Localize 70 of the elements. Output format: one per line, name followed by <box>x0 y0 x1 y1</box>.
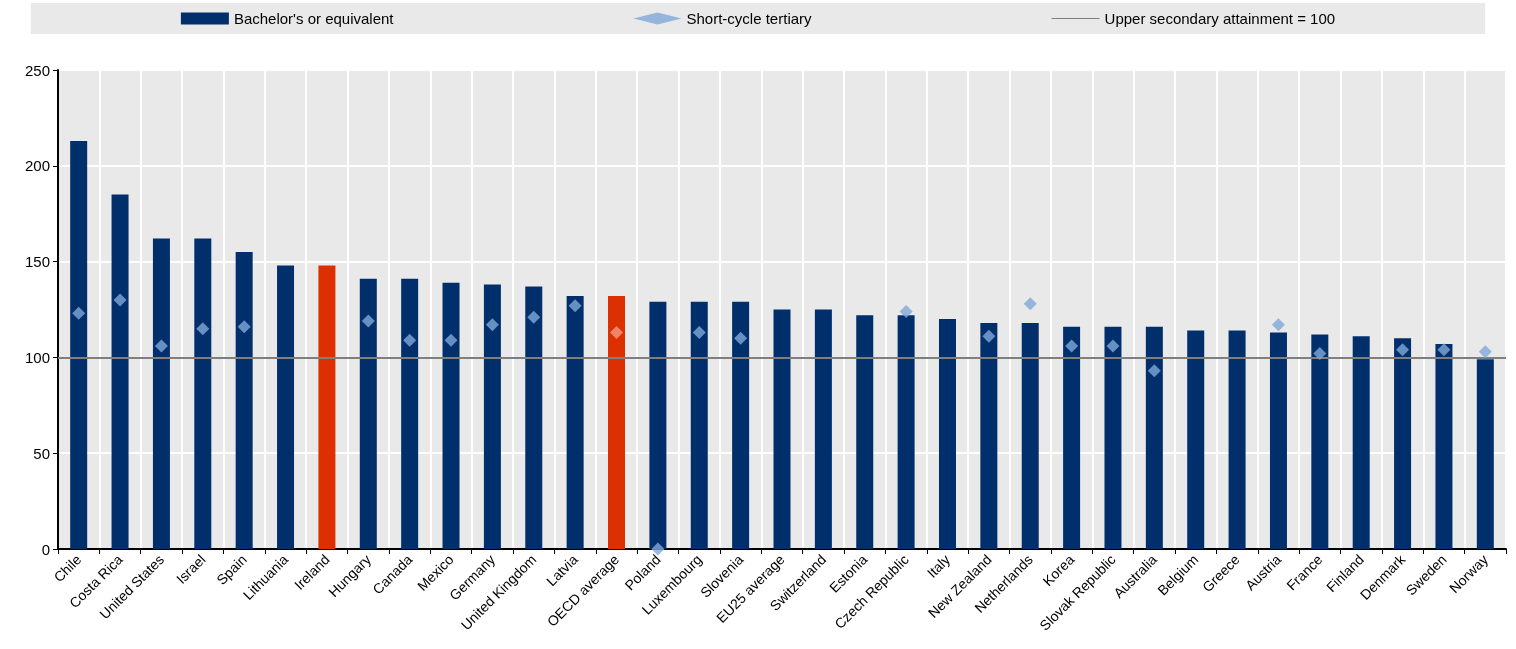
point <box>154 339 168 353</box>
legend-label: Short-cycle tertiary <box>686 10 813 27</box>
bar <box>1269 332 1287 549</box>
bar <box>980 322 998 549</box>
point <box>1313 347 1327 361</box>
bar <box>1394 338 1412 549</box>
bar <box>318 265 336 549</box>
point <box>196 322 210 336</box>
y-tick-label: 50 <box>33 444 50 462</box>
bar <box>649 301 667 549</box>
point <box>485 318 499 332</box>
point <box>1065 339 1079 353</box>
bar <box>277 265 295 549</box>
bar <box>856 315 874 549</box>
point <box>72 306 86 320</box>
bar <box>608 296 626 549</box>
bar <box>1187 330 1205 549</box>
bar <box>1063 326 1081 549</box>
bar <box>814 309 832 549</box>
bar <box>1104 326 1122 549</box>
point <box>1437 343 1451 357</box>
bar <box>70 140 88 549</box>
x-tick-label: Italy <box>923 551 954 581</box>
bar <box>235 252 253 549</box>
bar <box>732 301 750 549</box>
bar <box>1352 336 1370 549</box>
y-tick-label: 200 <box>24 157 50 175</box>
point <box>361 314 375 328</box>
bar <box>1228 330 1246 549</box>
point <box>568 299 582 313</box>
legend-label: Bachelor's or equivalent <box>233 10 395 27</box>
point <box>403 333 417 347</box>
bar <box>1311 334 1329 549</box>
y-tick-label: 0 <box>41 540 50 558</box>
y-tick-label: 100 <box>24 348 50 366</box>
y-tick-label: 150 <box>24 253 50 271</box>
legend-label: Upper secondary attainment = 100 <box>1104 10 1336 27</box>
bar <box>1145 326 1163 549</box>
bar <box>401 278 419 549</box>
y-tick-label: 250 <box>24 61 50 79</box>
bar <box>773 309 791 549</box>
point <box>899 304 913 318</box>
bar <box>194 238 212 549</box>
bar <box>111 194 129 549</box>
point <box>527 310 541 324</box>
bar <box>566 296 584 549</box>
point <box>1396 343 1410 357</box>
point <box>113 293 127 307</box>
point <box>1478 345 1492 359</box>
bar <box>525 286 543 549</box>
point <box>1106 339 1120 353</box>
point <box>734 331 748 345</box>
bar <box>1476 359 1494 549</box>
point <box>1023 297 1037 311</box>
point <box>982 329 996 343</box>
point <box>692 325 706 339</box>
bar <box>1435 343 1453 549</box>
point <box>1271 318 1285 332</box>
bar <box>152 238 170 549</box>
bar <box>1021 322 1039 549</box>
bar <box>938 319 956 549</box>
point <box>1147 364 1161 378</box>
bar <box>359 278 377 549</box>
point <box>610 325 624 339</box>
point <box>444 333 458 347</box>
bar <box>690 301 708 549</box>
bar <box>483 284 501 549</box>
bar <box>442 282 460 549</box>
bar <box>897 315 915 549</box>
point <box>237 320 251 334</box>
